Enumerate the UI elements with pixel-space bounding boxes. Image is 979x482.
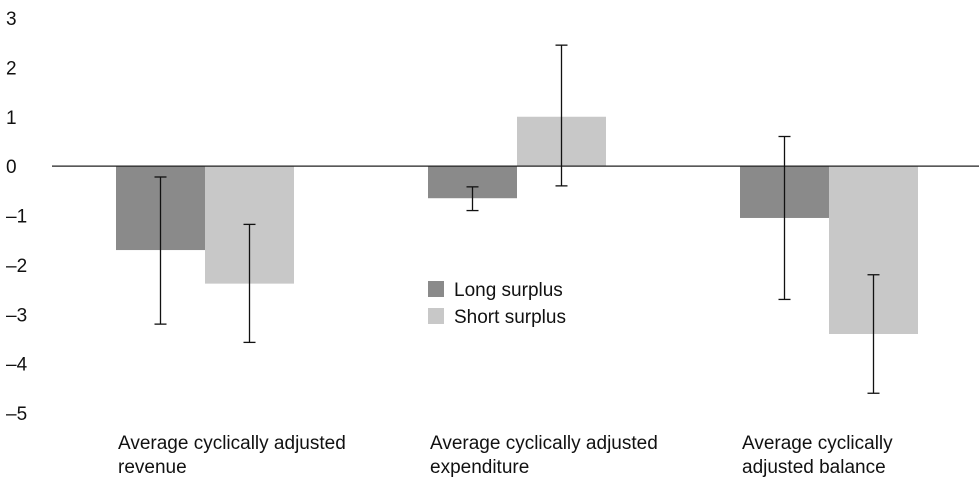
legend: Long surplus Short surplus — [428, 280, 566, 328]
legend-swatch — [428, 308, 444, 324]
error-bars — [154, 44, 880, 394]
y-tick-label: –4 — [6, 355, 28, 376]
legend-label: Short surplus — [454, 307, 566, 328]
error-bar-short-surplus-1 — [555, 44, 568, 187]
bars — [116, 116, 918, 334]
y-tick-label: 2 — [6, 58, 17, 79]
legend-label: Long surplus — [454, 280, 563, 301]
y-axis-ticks: 3 2 1 0 –1 –2 –3 –4 –5 — [6, 9, 28, 425]
error-bar-long-surplus-1 — [466, 186, 479, 212]
category-label-0: Average cyclically adjusted revenue — [118, 433, 346, 478]
legend-swatch — [428, 281, 444, 297]
legend-item-long-surplus: Long surplus — [428, 280, 563, 301]
y-tick-label: –2 — [6, 256, 27, 277]
y-tick-label: 1 — [6, 108, 17, 129]
y-tick-label: –5 — [6, 404, 27, 425]
error-bar-long-surplus-2 — [778, 135, 791, 301]
y-tick-label: 0 — [6, 157, 17, 178]
category-labels: Average cyclically adjusted revenue Averag… — [118, 433, 893, 478]
error-bar-short-surplus-2 — [867, 274, 880, 394]
y-tick-label: –3 — [6, 305, 27, 326]
y-tick-label: 3 — [6, 9, 17, 30]
category-label-2: Average cyclically adjusted balance — [742, 433, 893, 478]
y-tick-label: –1 — [6, 207, 27, 228]
legend-item-short-surplus: Short surplus — [428, 307, 566, 328]
error-bar-short-surplus-0 — [243, 223, 256, 344]
error-bar-long-surplus-0 — [154, 176, 167, 325]
category-label-1: Average cyclically adjusted expenditure — [430, 433, 658, 478]
